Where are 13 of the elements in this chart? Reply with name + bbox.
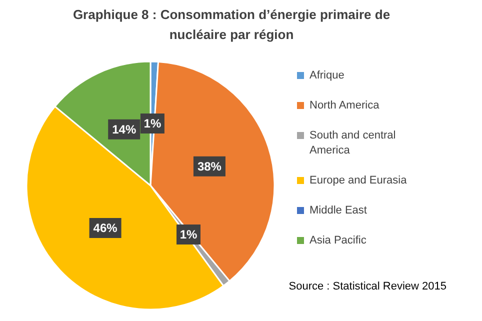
legend-label: Europe and Eurasia — [310, 174, 408, 186]
legend-label: North America — [310, 100, 380, 112]
data-label: 14% — [112, 122, 136, 136]
data-label: 1% — [180, 227, 198, 242]
legend-label: Afrique — [310, 70, 344, 82]
chart-title: Graphique 8 : Consommation d’énergie primaire de nucléaire par région — [72, 7, 390, 42]
data-label: 38% — [197, 159, 222, 174]
legend-label: Asia Pacific — [310, 234, 367, 246]
data-label: 1% — [144, 116, 162, 131]
legend-label: South and central America — [310, 130, 396, 156]
legend-label: Middle East — [310, 204, 367, 216]
data-label: 46% — [93, 220, 118, 235]
source-note: Source : Statistical Review 2015 — [288, 280, 447, 292]
